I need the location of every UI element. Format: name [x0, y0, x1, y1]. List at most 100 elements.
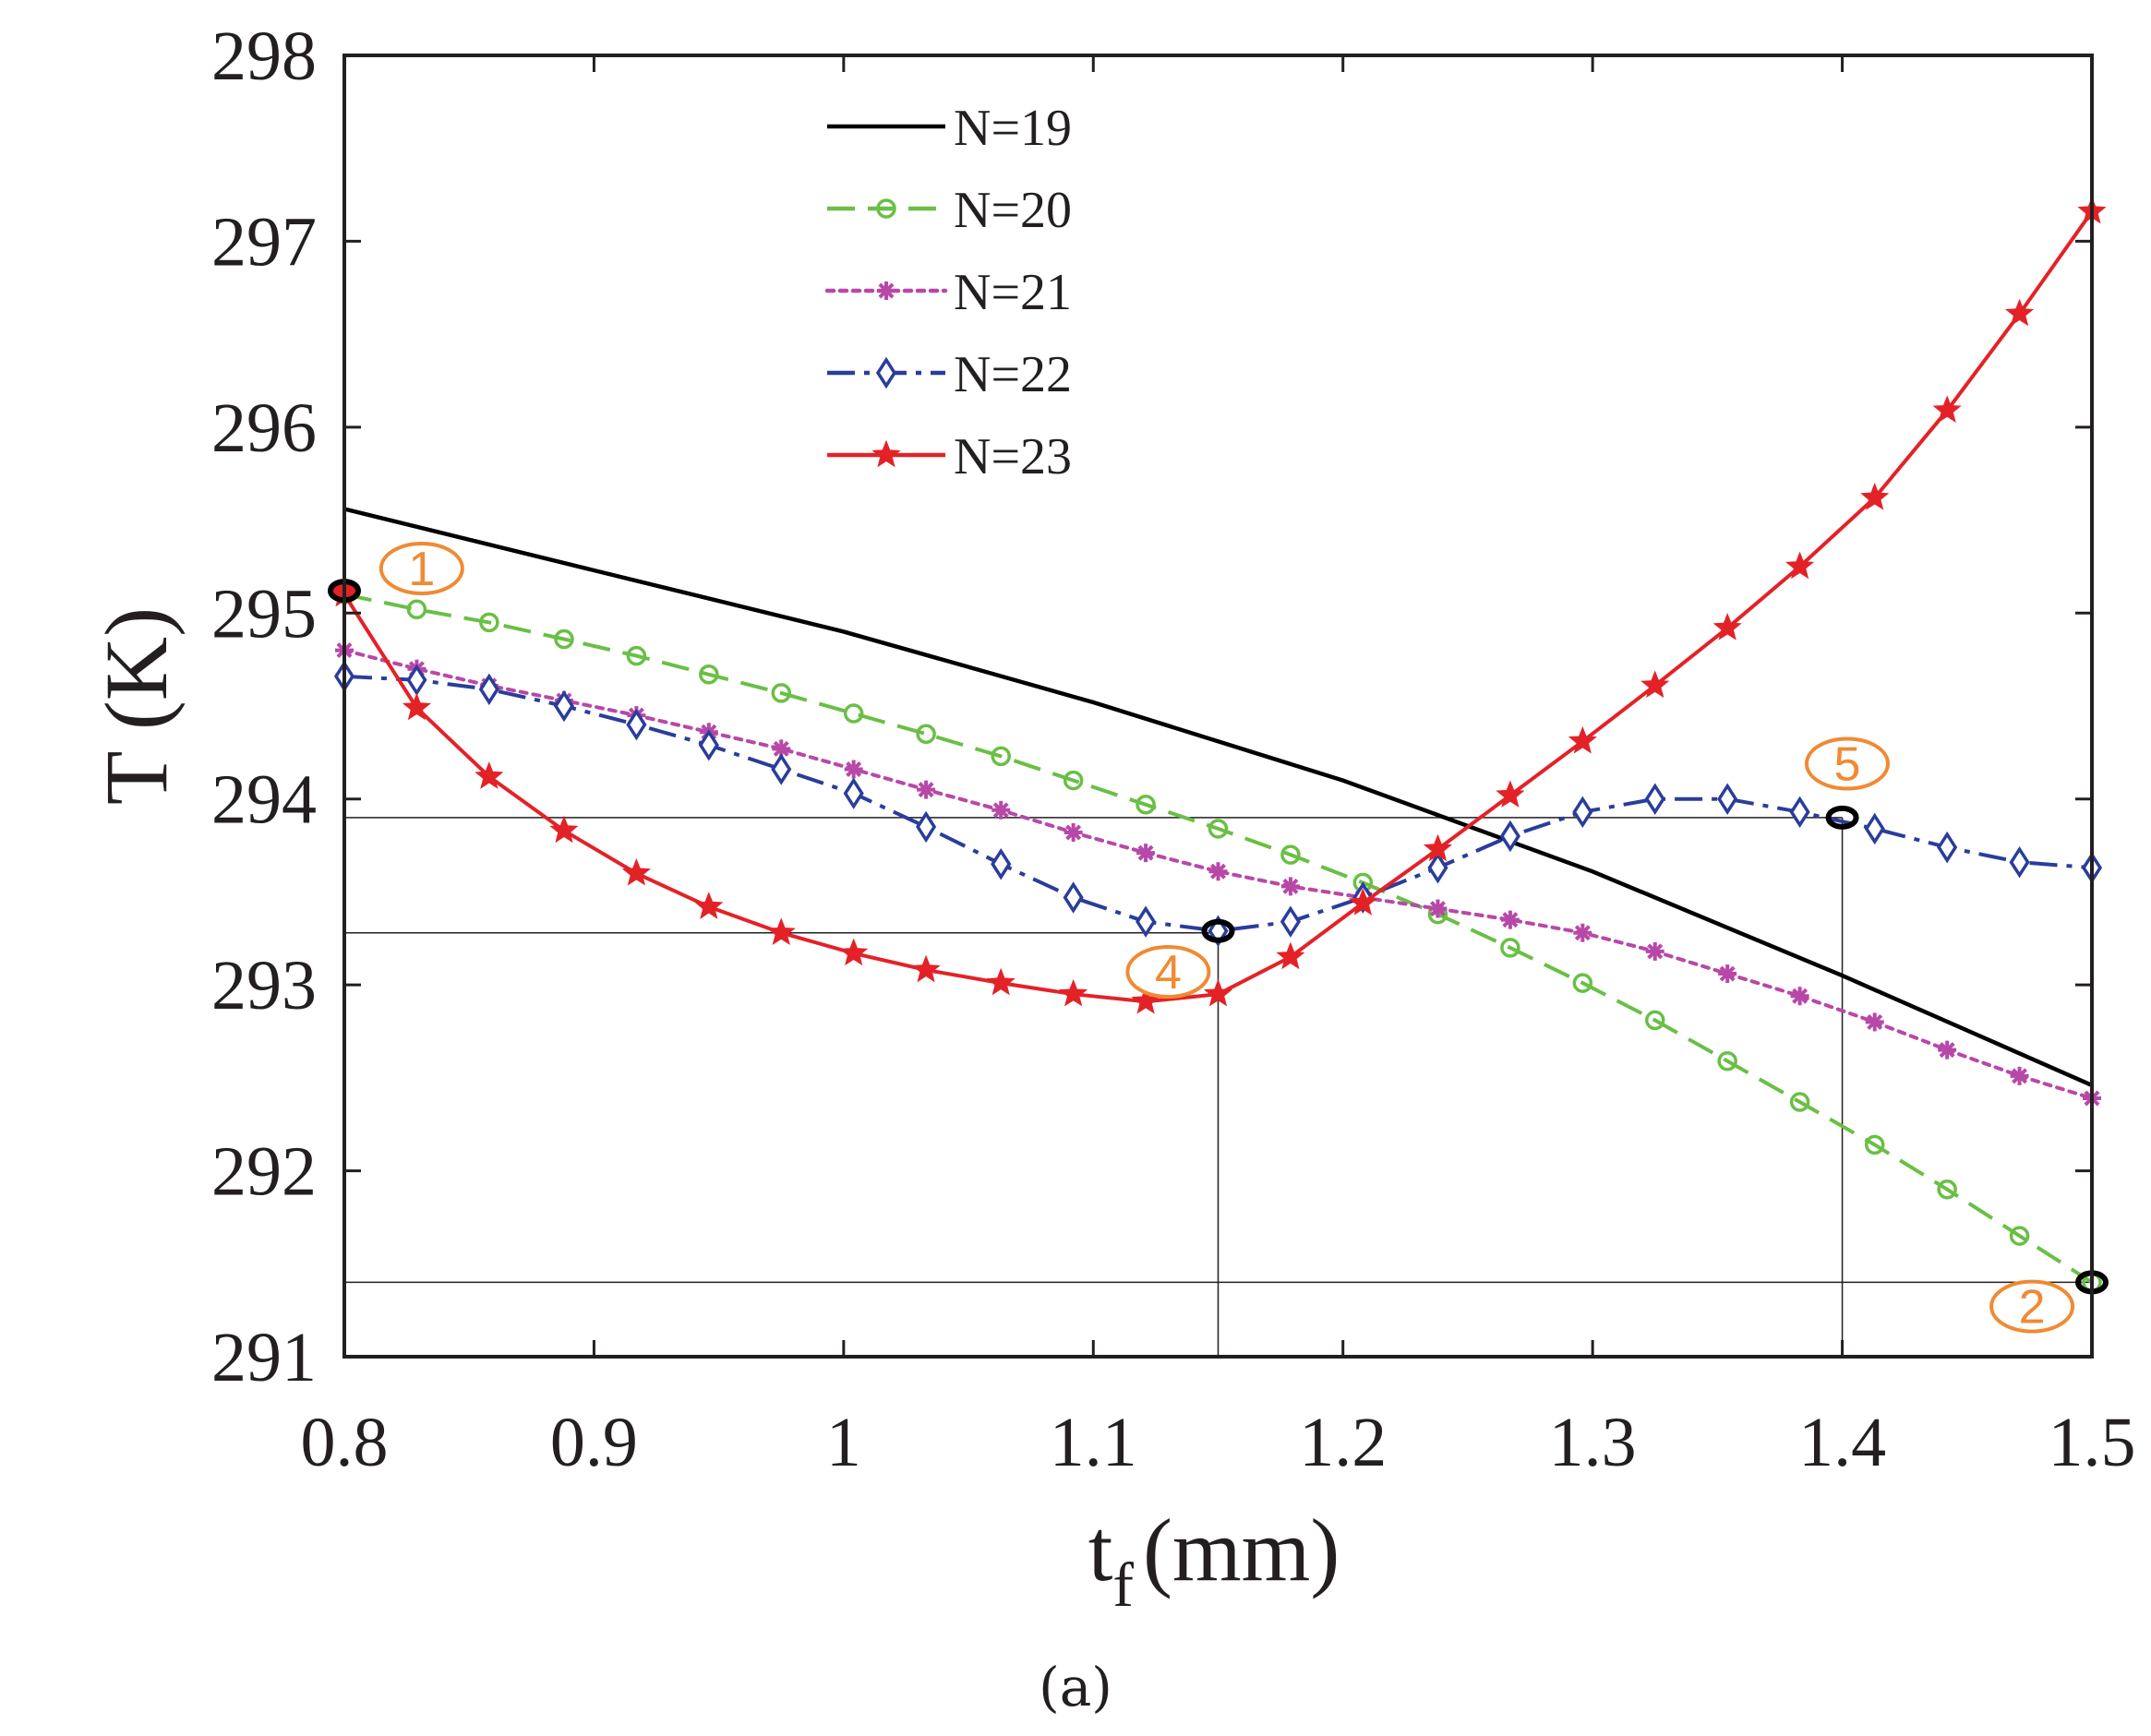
- legend-marker-4: [871, 439, 901, 468]
- x-tick-label-4: 1.2: [1299, 1404, 1387, 1481]
- series-layer: [330, 196, 2107, 1293]
- y-tick-label-1: 292: [211, 1133, 317, 1211]
- point-3-11: [1135, 905, 1157, 938]
- annotation-label-3: 2: [2019, 1281, 2046, 1335]
- point-4-17: [1568, 725, 1597, 754]
- point-3-7: [843, 777, 864, 809]
- point-4-15: [1423, 833, 1452, 862]
- tick-layer: 0.8 0.9 1 1.1 1.2 1.3 1.4 1.5 291 292 293 294 295 296…: [211, 18, 2136, 1481]
- point-4-19: [1712, 613, 1742, 641]
- point-4-9: [986, 967, 1015, 996]
- point-1-6: [771, 683, 791, 703]
- legend-entry-N=22: N=22: [827, 346, 1072, 403]
- point-3-3: [553, 689, 575, 723]
- annotation-ellipse-2: [1804, 736, 1890, 791]
- x-tick-label-3: 1.1: [1050, 1404, 1137, 1481]
- legend-label-0: N=19: [954, 100, 1072, 157]
- point-3-17: [1572, 796, 1593, 829]
- point-3-19: [1717, 783, 1738, 815]
- y-tick-label-6: 297: [211, 203, 317, 281]
- legend-marker-3: [875, 356, 897, 389]
- series-N=19: [343, 507, 2093, 1087]
- point-2-8: [917, 780, 936, 799]
- point-3-13: [1280, 905, 1302, 938]
- point-1-20: [1789, 1092, 1810, 1112]
- legend-marker-1: [876, 198, 896, 219]
- point-1-13: [1280, 844, 1301, 865]
- point-1-5: [699, 664, 719, 685]
- legend: N=19 N=20 N=21 N=22 N=23: [824, 100, 1072, 485]
- point-2-22: [1938, 1040, 1957, 1060]
- point-3-4: [626, 708, 647, 741]
- point-2-20: [1790, 987, 1809, 1006]
- point-1-16: [1500, 938, 1520, 958]
- legend-entry-N=23: N=23: [827, 428, 1072, 485]
- point-2-18: [1645, 941, 1664, 961]
- point-4-14: [1348, 888, 1377, 916]
- point-4-10: [1059, 978, 1088, 1007]
- point-3-15: [1427, 852, 1448, 884]
- point-4-2: [475, 761, 504, 789]
- x-tick-label-2: 1: [826, 1404, 861, 1481]
- annotation-label-1: 4: [1155, 946, 1182, 1000]
- point-3-22: [1937, 831, 1958, 864]
- point-4-12: [1203, 978, 1233, 1007]
- point-3-23: [2009, 845, 2030, 879]
- series-line-0: [343, 507, 2093, 1087]
- point-1-12: [1208, 819, 1229, 839]
- point-1-2: [479, 612, 499, 633]
- series-line-1: [343, 593, 2094, 1285]
- point-1-4: [626, 645, 647, 666]
- legend-label-1: N=20: [954, 182, 1072, 239]
- point-3-8: [916, 810, 937, 844]
- point-1-23: [2009, 1226, 2030, 1246]
- y-tick-label-5: 296: [211, 389, 317, 467]
- point-2-15: [1428, 899, 1448, 918]
- annotation-ellipse-0: [379, 541, 464, 595]
- y-tick-label-0: 291: [211, 1319, 317, 1396]
- annotation-layer: 1 4 5 2: [379, 541, 2075, 1335]
- annotation-ellipse-1: [1125, 945, 1211, 1000]
- point-3-10: [1063, 881, 1084, 914]
- point-2-11: [1136, 844, 1156, 863]
- point-2-9: [991, 800, 1011, 820]
- annotation-ellipse-3: [1989, 1279, 2075, 1334]
- point-4-23: [2004, 298, 2035, 327]
- point-1-19: [1717, 1050, 1737, 1072]
- y-tick-label-2: 293: [211, 947, 317, 1024]
- point-1-11: [1136, 795, 1156, 815]
- point-4-20: [1784, 551, 1815, 580]
- point-4-21: [1860, 483, 1890, 510]
- annotation-1: 1: [379, 541, 464, 596]
- annotation-label-0: 1: [408, 543, 435, 596]
- annotation-label-2: 5: [1834, 737, 1861, 791]
- plot-frame: [342, 54, 2094, 1359]
- series-N=23: [330, 196, 2107, 1014]
- point-3-21: [1864, 812, 1885, 845]
- annotation-2: 2: [1989, 1279, 2075, 1335]
- point-1-22: [1937, 1179, 1957, 1200]
- point-1-10: [1063, 770, 1084, 791]
- x-axis-title-main: t: [1088, 1501, 1113, 1599]
- legend-label-2: N=21: [954, 264, 1072, 321]
- point-2-10: [1063, 822, 1083, 842]
- point-2-23: [2010, 1066, 2029, 1085]
- point-1-1: [406, 599, 427, 620]
- x-tick-label-6: 1.4: [1798, 1404, 1886, 1481]
- x-tick-label-7: 1.5: [2049, 1404, 2136, 1481]
- point-4-1: [402, 692, 432, 721]
- y-tick-label-7: 298: [211, 18, 317, 95]
- point-1-9: [991, 746, 1011, 767]
- legend-entry-N=19: N=19: [827, 100, 1072, 157]
- highlight-marker-1: [1201, 918, 1235, 943]
- point-2-19: [1718, 964, 1737, 984]
- point-4-3: [549, 815, 579, 844]
- point-3-18: [1644, 783, 1665, 815]
- point-2-12: [1208, 862, 1228, 881]
- series-N=22: [333, 660, 2103, 947]
- legend-label-4: N=23: [954, 428, 1072, 485]
- x-axis-title-unit: (mm): [1143, 1501, 1340, 1599]
- legend-entry-N=20: N=20: [827, 182, 1072, 239]
- legend-label-3: N=22: [954, 346, 1072, 403]
- x-axis-title-subscript: f: [1112, 1550, 1134, 1620]
